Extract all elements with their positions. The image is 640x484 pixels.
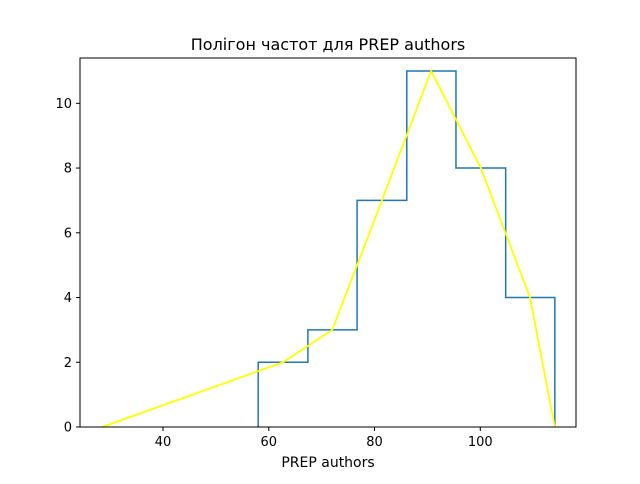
frequency-polygon-line [101, 68, 556, 428]
y-tick-label: 0 [64, 421, 72, 436]
y-tick-label: 8 [64, 162, 72, 177]
plot-frame [79, 57, 577, 428]
x-axis-label: PREP authors [281, 455, 374, 471]
y-tick-label: 6 [64, 226, 72, 241]
x-axis: 40 60 80 100 [155, 427, 493, 450]
y-tick-label: 10 [55, 97, 72, 112]
x-tick-label: 100 [468, 435, 493, 450]
x-tick-label: 80 [366, 435, 383, 450]
x-tick-label: 40 [155, 435, 172, 450]
plot-layer [101, 68, 556, 428]
y-tick-label: 2 [64, 356, 72, 371]
y-tick-label: 4 [64, 291, 72, 306]
y-axis: 0 2 4 6 8 10 [55, 97, 80, 436]
x-tick-label: 60 [261, 435, 278, 450]
chart-title: Полігон частот для PREP authors [191, 35, 465, 54]
